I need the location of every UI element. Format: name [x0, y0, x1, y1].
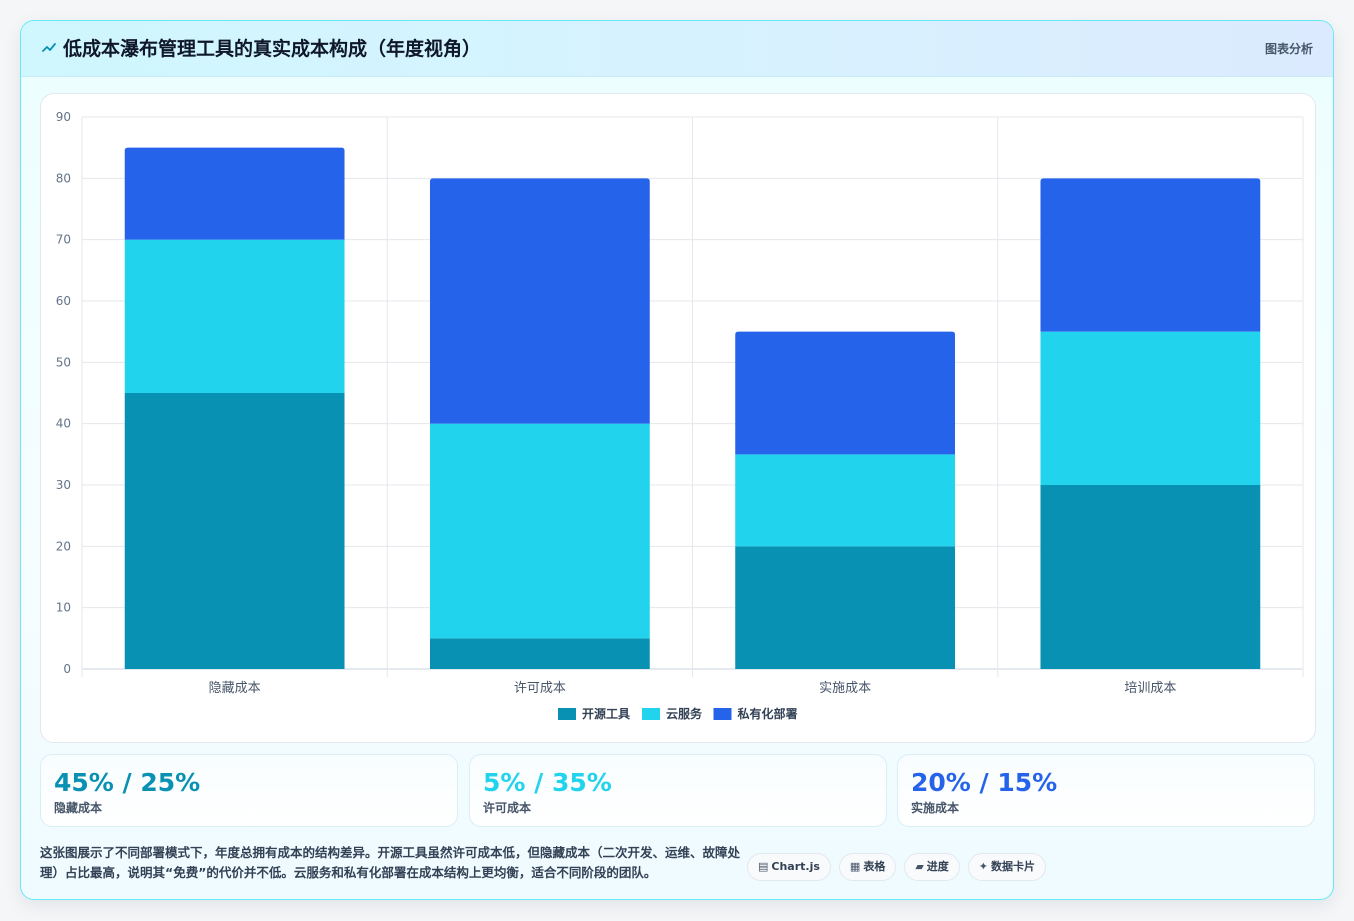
stat-label: 实施成本 — [911, 801, 960, 815]
y-tick-label: 20 — [56, 539, 71, 553]
chip-label: 表格 — [863, 860, 886, 873]
chip-label: Chart.js — [771, 860, 820, 873]
bar-segment — [1040, 485, 1261, 669]
legend-swatch — [558, 708, 576, 720]
stat-card-hidden-cost: 45% / 25% 隐藏成本 — [40, 754, 458, 827]
chip-chartjs[interactable]: ▤ Chart.js — [747, 853, 831, 881]
y-tick-label: 80 — [56, 171, 71, 185]
y-tick-label: 50 — [56, 355, 71, 369]
stat-value: 5% / 35% — [483, 768, 612, 797]
bar-segment — [429, 638, 650, 669]
legend-swatch — [642, 708, 660, 720]
stat-card-implementation-cost: 20% / 15% 实施成本 — [897, 754, 1315, 827]
chart-panel: 0 10 20 30 40 50 60 70 80 90 隐藏成本 许可成本 实施成本 培训成本开源工具 云… — [40, 93, 1316, 743]
bar-segment — [1040, 178, 1261, 332]
x-tick-label: 许可成本 — [514, 681, 566, 696]
chip-data-card[interactable]: ✦ 数据卡片 — [967, 853, 1047, 881]
bar-segment — [735, 454, 956, 547]
chip-table[interactable]: ▦ 表格 — [838, 853, 897, 881]
x-tick-label: 隐藏成本 — [209, 681, 261, 696]
bar-segment — [124, 393, 345, 669]
legend-label: 开源工具 — [582, 706, 630, 721]
legend-label: 云服务 — [666, 706, 703, 721]
chart-card: 低成本瀑布管理工具的真实成本构成（年度视角） 图表分析 0 10 20 30 40 50 6… — [20, 20, 1334, 900]
y-tick-label: 90 — [56, 110, 71, 124]
legend-label: 私有化部署 — [737, 706, 798, 721]
bar-segment — [124, 239, 345, 393]
chip-label: 进度 — [926, 860, 949, 873]
header-tag: 图表分析 — [1264, 42, 1313, 56]
page-title: 低成本瀑布管理工具的真实成本构成（年度视角） — [63, 38, 482, 60]
bar-segment — [735, 331, 956, 455]
stat-value: 45% / 25% — [54, 768, 201, 797]
bar-segment — [429, 178, 650, 424]
progress-icon: ▰ — [915, 860, 924, 873]
chart-line-icon — [41, 40, 57, 56]
stat-value: 20% / 15% — [911, 768, 1058, 797]
y-tick-label: 10 — [56, 601, 71, 615]
table-icon: ▦ — [849, 860, 861, 873]
stat-label: 隐藏成本 — [54, 801, 103, 815]
bar-segment — [124, 147, 345, 240]
y-tick-label: 30 — [56, 478, 71, 492]
bar-segment — [735, 546, 956, 669]
data-card-icon: ✦ — [978, 860, 989, 873]
y-tick-label: 60 — [56, 294, 71, 308]
tech-chips: ▤ Chart.js ▦ 表格 ▰ 进度 ✦ 数据卡片 — [747, 853, 1054, 883]
y-tick-label: 0 — [63, 662, 71, 676]
chart-description: 这张图展示了不同部署模式下，年度总拥有成本的结构差异。开源工具虽然许可成本低，但… — [40, 845, 741, 880]
chip-label: 数据卡片 — [991, 860, 1036, 873]
card-header: 低成本瀑布管理工具的真实成本构成（年度视角） 图表分析 — [21, 21, 1333, 77]
y-tick-label: 40 — [56, 417, 71, 431]
legend-swatch — [713, 708, 732, 720]
bar-segment — [1040, 331, 1261, 485]
stat-card-license-cost: 5% / 35% 许可成本 — [469, 754, 887, 827]
stat-label: 许可成本 — [483, 801, 532, 815]
chip-progress[interactable]: ▰ 进度 — [904, 853, 960, 881]
y-tick-label: 70 — [56, 233, 71, 247]
chart-icon: ▤ — [758, 860, 769, 873]
x-tick-label: 实施成本 — [819, 681, 871, 696]
x-tick-label: 培训成本 — [1124, 680, 1176, 696]
bar-segment — [429, 423, 650, 639]
